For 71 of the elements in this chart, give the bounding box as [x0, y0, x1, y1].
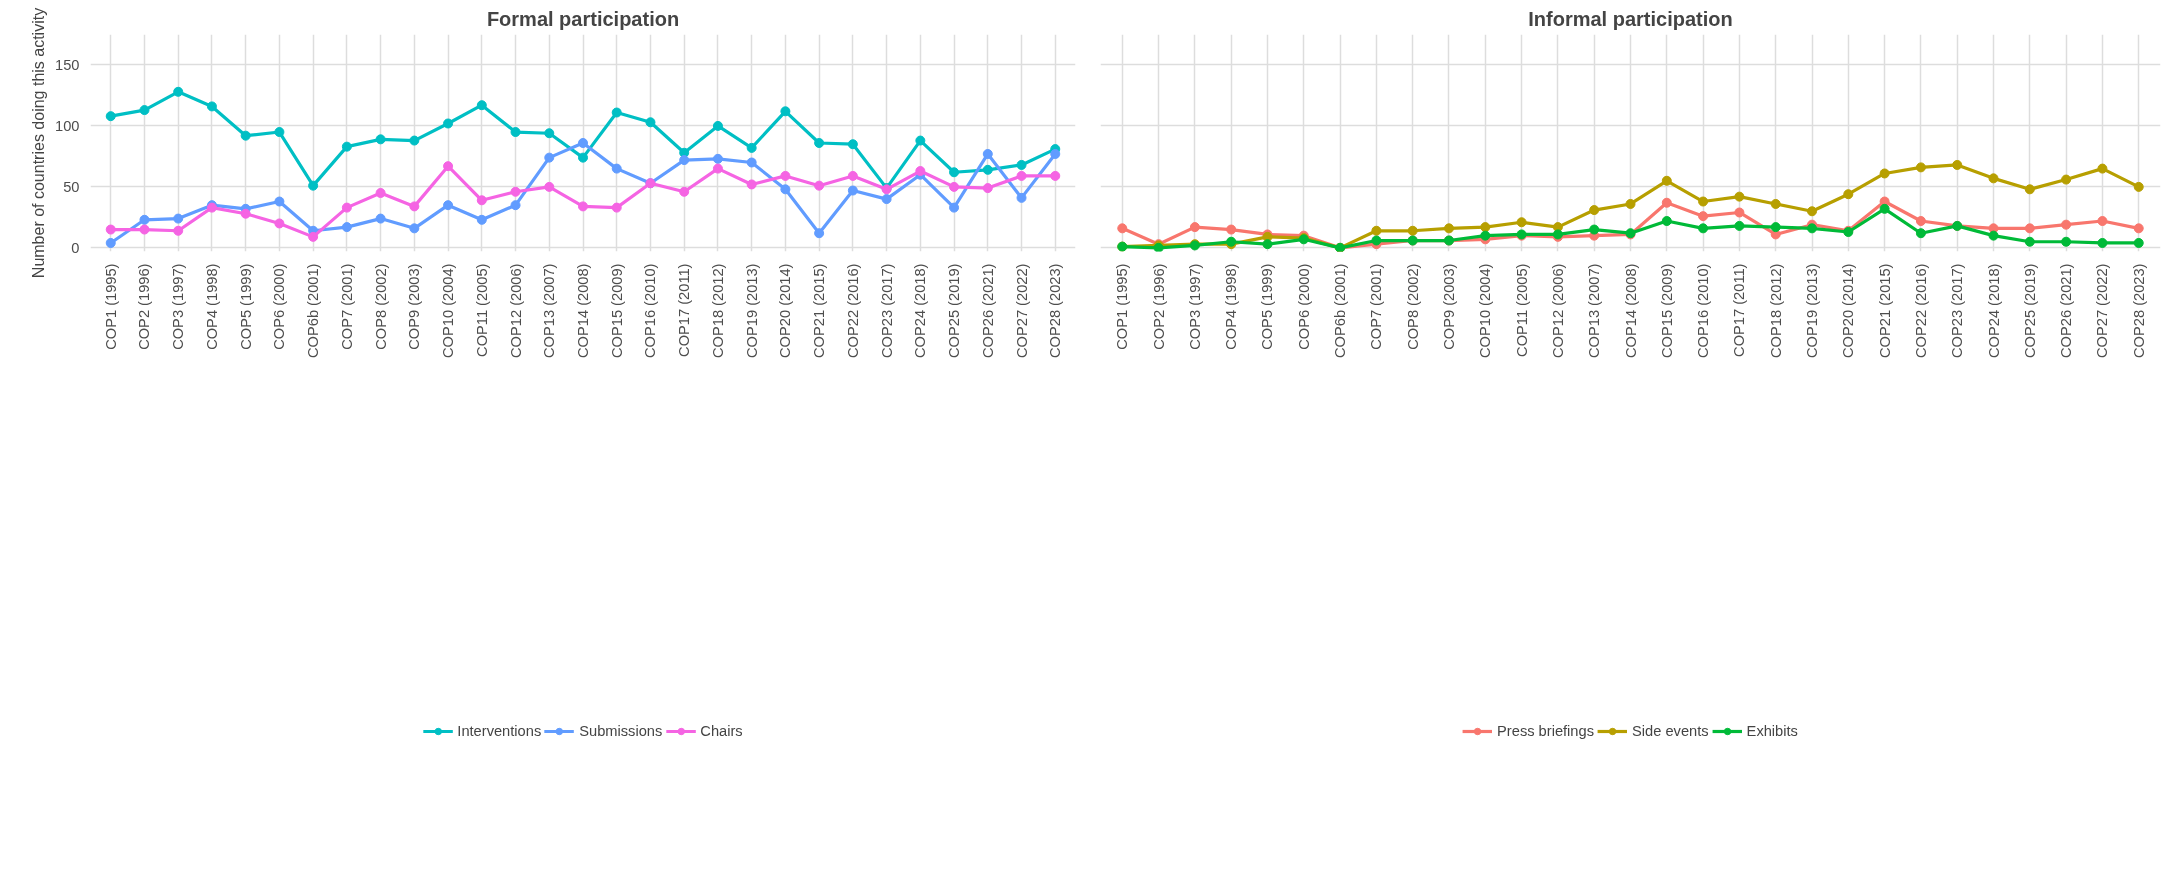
y-axis-title: Number of countries doing this activity	[30, 7, 48, 279]
x-tick-label: COP14 (2008)	[1622, 263, 1639, 358]
x-tick-label: COP17 (2011)	[676, 263, 693, 357]
x-tick-label: COP1 (1995)	[1114, 263, 1131, 350]
x-tick-label: COP10 (2004)	[440, 263, 457, 358]
x-tick-label: COP22 (2016)	[844, 263, 861, 358]
x-tick-label: COP6b (2001)	[1332, 263, 1349, 358]
x-tick-label: COP9 (2003)	[406, 263, 423, 350]
x-tick-label: COP28 (2023)	[1047, 263, 1064, 358]
legend-label: Exhibits	[1746, 723, 1798, 739]
y-tick-label: 150	[55, 56, 80, 73]
x-tick-label: COP28 (2023)	[2130, 263, 2147, 358]
x-tick-label: COP5 (1999)	[237, 263, 254, 350]
y-tick-label: 0	[71, 239, 80, 256]
legend-label: Side events	[1632, 723, 1709, 739]
x-tick-label: COP3 (1997)	[170, 263, 187, 350]
x-tick-label: COP27 (2022)	[2094, 263, 2111, 358]
x-tick-label: COP27 (2022)	[1013, 263, 1030, 358]
x-tick-label: COP21 (2015)	[811, 263, 828, 358]
y-tick-label: 100	[55, 117, 80, 134]
x-tick-label: COP11 (2005)	[473, 263, 490, 357]
legend-label: Interventions	[457, 723, 542, 739]
x-tick-label: COP7 (2001)	[338, 263, 355, 350]
x-tick-label: COP1 (1995)	[102, 263, 119, 350]
x-tick-label: COP8 (2002)	[372, 263, 389, 350]
x-tick-label: COP3 (1997)	[1186, 263, 1203, 350]
x-tick-label: COP22 (2016)	[1912, 263, 1929, 358]
x-tick-label: COP26 (2021)	[979, 263, 996, 358]
x-tick-label: COP6 (2000)	[1295, 263, 1312, 350]
x-tick-label: COP15 (2009)	[608, 263, 625, 358]
legend-label: Chairs	[700, 723, 743, 739]
x-tick-label: COP6b (2001)	[305, 263, 322, 358]
legend-label: Press briefings	[1497, 723, 1595, 739]
y-tick-label: 50	[63, 178, 80, 195]
x-tick-label: COP6 (2000)	[271, 263, 288, 350]
x-tick-label: COP2 (1996)	[1150, 263, 1167, 350]
x-tick-label: COP19 (2013)	[743, 263, 760, 358]
x-tick-label: COP12 (2006)	[507, 263, 524, 358]
x-tick-label: COP9 (2003)	[1440, 263, 1457, 350]
x-tick-label: COP11 (2005)	[1513, 263, 1530, 357]
x-tick-label: COP24 (2018)	[912, 263, 929, 358]
x-tick-label: COP25 (2019)	[946, 263, 963, 358]
x-tick-label: COP5 (1999)	[1259, 263, 1276, 350]
x-tick-label: COP17 (2011)	[1731, 263, 1748, 357]
x-tick-label: COP10 (2004)	[1477, 263, 1494, 358]
x-tick-label: COP20 (2014)	[777, 263, 794, 358]
x-tick-label: COP26 (2021)	[2058, 263, 2075, 358]
x-tick-label: COP19 (2013)	[1804, 263, 1821, 358]
x-tick-label: COP2 (1996)	[136, 263, 153, 350]
x-tick-label: COP13 (2007)	[541, 263, 558, 358]
x-tick-label: COP7 (2001)	[1368, 263, 1385, 350]
chart-title: Informal participation	[1528, 7, 1733, 30]
x-tick-label: COP16 (2010)	[642, 263, 659, 358]
x-tick-label: COP18 (2012)	[1767, 263, 1784, 358]
x-tick-label: COP4 (1998)	[203, 263, 220, 350]
x-tick-label: COP21 (2015)	[1876, 263, 1893, 358]
x-tick-label: COP4 (1998)	[1223, 263, 1240, 350]
x-tick-label: COP23 (2017)	[878, 263, 895, 358]
legend-label: Submissions	[579, 723, 663, 739]
x-tick-label: COP23 (2017)	[1949, 263, 1966, 358]
chart-title: Formal participation	[486, 7, 680, 30]
x-tick-label: COP18 (2012)	[709, 263, 726, 358]
x-tick-label: COP24 (2018)	[1985, 263, 2002, 358]
x-tick-label: COP25 (2019)	[2021, 263, 2038, 358]
x-tick-label: COP13 (2007)	[1586, 263, 1603, 358]
x-tick-label: COP14 (2008)	[575, 263, 591, 358]
x-tick-label: COP15 (2009)	[1658, 263, 1675, 358]
x-tick-label: COP12 (2006)	[1549, 263, 1566, 358]
x-tick-label: COP8 (2002)	[1404, 263, 1421, 350]
x-tick-label: COP20 (2014)	[1840, 263, 1857, 358]
x-tick-label: COP16 (2010)	[1695, 263, 1712, 358]
